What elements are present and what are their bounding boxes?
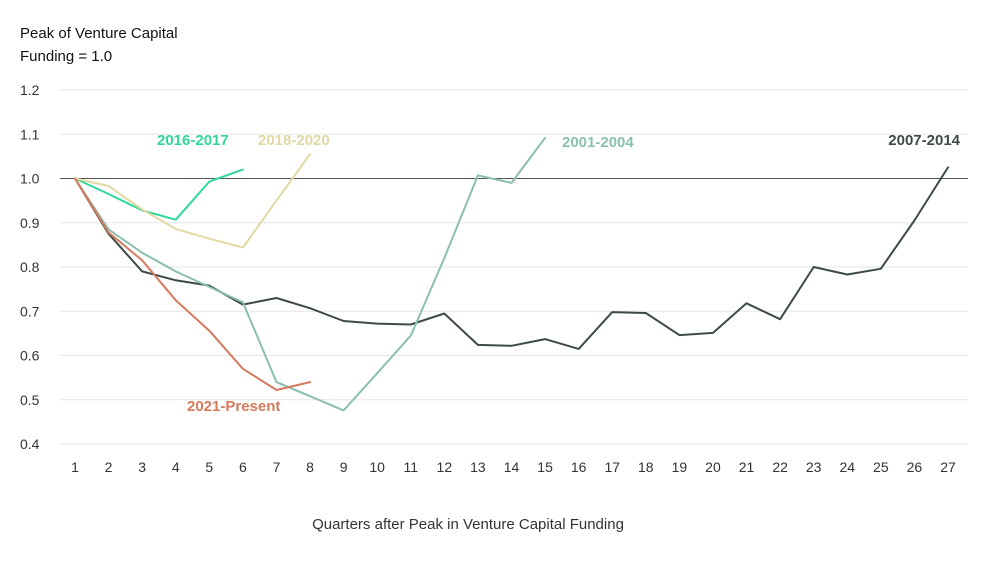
x-tick-label: 22 [772, 459, 788, 475]
y-tick-labels: 1.2 1.1 1.0 0.9 0.8 0.7 0.6 0.5 0.4 [20, 82, 40, 452]
y-tick-label: 0.5 [20, 392, 40, 408]
y-axis-title-line1: Peak of Venture Capital [20, 25, 178, 42]
x-tick-label: 2 [105, 459, 113, 475]
x-tick-label: 18 [638, 459, 654, 475]
series-line-2007-2014 [74, 166, 949, 350]
x-tick-labels: 1 2 3 4 5 6 7 8 9 10 11 12 13 14 15 16 17 18 19 20 21 22 23 24 2… [71, 459, 956, 475]
x-tick-label: 11 [403, 459, 418, 475]
series-line-2016-2017 [74, 168, 244, 221]
series-label-2007-2014: 2007-2014 [888, 132, 960, 149]
x-axis-title: Quarters after Peak in Venture Capital F… [312, 516, 624, 533]
y-axis-title: Peak of Venture Capital Funding = 1.0 [20, 22, 178, 68]
series-line-2001-2004 [74, 136, 547, 412]
series-label-2001-2004: 2001-2004 [562, 134, 634, 151]
series-line-2018-2020 [74, 153, 311, 249]
x-tick-label: 27 [940, 459, 956, 475]
series-line-2021-Present [74, 177, 311, 391]
x-tick-label: 25 [873, 459, 889, 475]
x-tick-label: 9 [340, 459, 348, 475]
x-tick-label: 24 [839, 459, 855, 475]
y-tick-label: 0.9 [20, 215, 40, 231]
y-tick-label: 1.0 [20, 171, 40, 187]
x-tick-label: 10 [369, 459, 385, 475]
x-tick-label: 21 [739, 459, 755, 475]
x-tick-label: 15 [537, 459, 553, 475]
x-tick-label: 20 [705, 459, 721, 475]
x-tick-label: 23 [806, 459, 822, 475]
x-tick-label: 5 [205, 459, 213, 475]
y-tick-label: 0.4 [20, 436, 40, 452]
y-tick-label: 0.6 [20, 348, 40, 364]
x-tick-label: 26 [907, 459, 923, 475]
grid-lines [60, 89, 968, 445]
x-tick-label: 3 [138, 459, 146, 475]
y-tick-label: 0.8 [20, 259, 40, 275]
y-axis-title-line2: Funding = 1.0 [20, 48, 113, 65]
series-lines [74, 136, 949, 412]
series-label-2016-2017: 2016-2017 [157, 132, 229, 149]
x-tick-label: 1 [71, 459, 79, 475]
y-tick-label: 1.1 [20, 126, 40, 142]
x-tick-label: 8 [306, 459, 314, 475]
x-tick-label: 4 [172, 459, 180, 475]
x-tick-label: 6 [239, 459, 247, 475]
series-label-2021-Present: 2021-Present [187, 398, 280, 415]
y-tick-label: 1.2 [20, 82, 40, 98]
series-labels: 2007-2014 2001-2004 2016-2017 2018-2020 2021… [157, 132, 961, 415]
x-tick-label: 16 [571, 459, 587, 475]
y-tick-label: 0.7 [20, 303, 40, 319]
x-tick-label: 17 [604, 459, 620, 475]
x-tick-label: 19 [672, 459, 688, 475]
x-tick-label: 7 [273, 459, 281, 475]
x-tick-label: 12 [437, 459, 453, 475]
x-tick-label: 13 [470, 459, 486, 475]
series-label-2018-2020: 2018-2020 [258, 132, 330, 149]
x-tick-label: 14 [504, 459, 520, 475]
